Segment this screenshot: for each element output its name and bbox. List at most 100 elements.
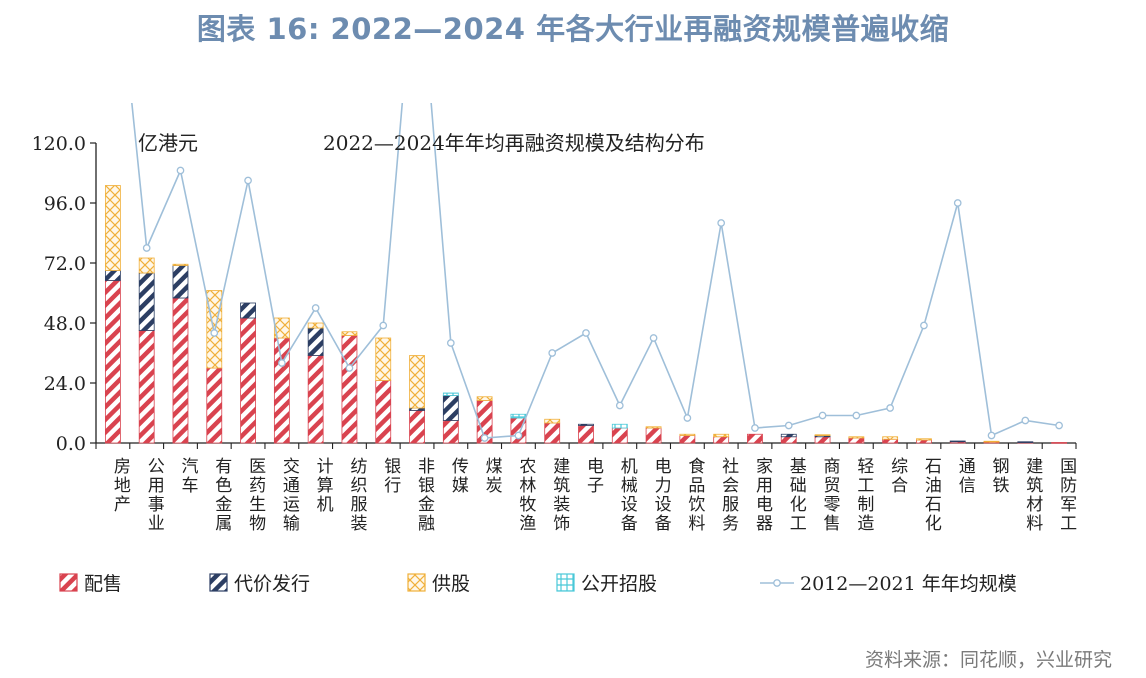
bar-segment [916,438,932,441]
series-point [278,359,286,367]
bar-segment [713,433,730,438]
y-tick-label: 72.0 [44,253,86,275]
series-point [446,339,455,347]
x-tick-label: 交通运输 [279,457,300,533]
series-point [311,304,320,312]
bar-segment [1017,441,1034,443]
bar-segment [949,440,966,443]
legend-label: 供股 [432,573,470,595]
x-tick-label: 非银金融 [414,457,435,533]
series-point [852,411,861,420]
figure-title: 图表 16: 2022—2024 年各大行业再融资规模普遍收缩 [196,12,950,46]
bar-segment [307,322,324,329]
bars [104,185,1068,444]
bar-segment [409,410,425,444]
bar-segment [679,435,696,444]
series-point [480,434,489,442]
y-tick-label: 24.0 [44,373,86,395]
bar-segment [645,427,662,444]
bar-segment [679,433,696,436]
x-tick-label: 社会服务 [718,457,739,533]
bar-segment [104,185,121,271]
series-point [987,431,996,440]
bar-segment [848,436,865,439]
x-tick-label: 纺织服装 [346,457,367,533]
x-tick-label: 商贸零售 [820,457,841,533]
bar-segment [104,280,121,444]
x-tick-label: 通信 [955,457,976,495]
series-point [886,404,894,412]
bar-segment [273,317,290,339]
series-point [244,176,252,185]
legend-swatch [209,573,228,592]
x-tick-label: 汽车 [177,457,198,495]
x-tick-label: 食品饮料 [684,457,705,533]
bar-segment [138,330,155,444]
series-point [1055,421,1063,430]
series-point [379,321,388,330]
bar-segment [307,355,324,444]
bar-segment [814,434,831,436]
bar-segment [476,396,493,401]
bar-segment [983,440,1000,443]
legend-swatch [59,573,78,592]
x-tick-label: 煤炭 [482,457,503,495]
x-tick-label: 电力设备 [651,457,672,533]
x-tick-label: 银行 [380,457,401,495]
bar-segment [544,422,561,444]
series-point [751,424,759,432]
bar-segment [206,367,223,444]
x-tick-label: 综合 [887,457,908,495]
series-point [818,411,827,420]
bar-segment [611,423,628,429]
chart-text: 亿港元 2022—2024年年均再融资规模及结构分布 [138,131,705,155]
bar-segment [510,413,527,419]
bar-segment [916,439,932,444]
bar-segment [240,317,256,444]
legend-label: 2012—2021 年年均规模 [800,573,1017,595]
series-point [615,401,624,410]
bar-segment [814,436,831,444]
bar-segment [341,331,358,336]
series-point [514,431,523,440]
x-tick-label: 电子 [583,457,604,495]
x-tick-label: 钢铁 [989,457,1010,495]
legend: 配售 代价发行 供股 公开招股 2012—2021 年年均规模 [59,573,1017,595]
bar-segment [442,420,459,444]
bar-segment [780,436,797,444]
chart-svg: 0.0 24.0 48.0 72.0 96.0 120.0 房地产 公用事业 汽车 有色金属 医药生… [32,103,1077,595]
x-tick-label: 石油石化 [921,457,942,533]
bar-segment [442,392,459,396]
y-tick-label: 0.0 [56,433,86,455]
y-tick-label: 48.0 [44,313,86,335]
bar-segment [138,272,155,331]
bar-segment [375,337,392,381]
bar-segment [578,423,594,426]
axes: 0.0 24.0 48.0 72.0 96.0 120.0 房地产 公用事业 汽车 有色金属 医药生… [32,133,1077,533]
series-point [683,414,692,422]
y-tick-label: 120.0 [32,133,86,155]
bar-segment [848,437,865,444]
x-tick-label: 基础化工 [786,457,807,533]
series-point [717,219,726,227]
series-point [548,349,557,357]
bar-segment [442,395,459,421]
x-tick-label: 农林牧渔 [515,457,536,533]
x-tick-label: 轻工制造 [853,457,874,533]
series-point [784,421,793,430]
x-tick-label: 国防军工 [1056,457,1077,533]
legend-label: 代价发行 [234,573,310,595]
bar-segment [1051,442,1068,444]
series-point [582,329,590,337]
x-tick-label: 有色金属 [211,457,232,533]
x-tick-label: 计算机 [313,457,334,514]
y-axis-unit-label: 亿港元 [138,131,198,155]
x-tick-label: 建筑装饰 [549,457,570,533]
bar-segment [375,380,392,444]
bar-segment [240,302,256,319]
bar-segment [713,436,730,444]
series-point [1021,416,1030,425]
x-tick-label: 传媒 [448,457,469,495]
legend-swatch [407,573,426,592]
bar-segment [138,257,155,274]
